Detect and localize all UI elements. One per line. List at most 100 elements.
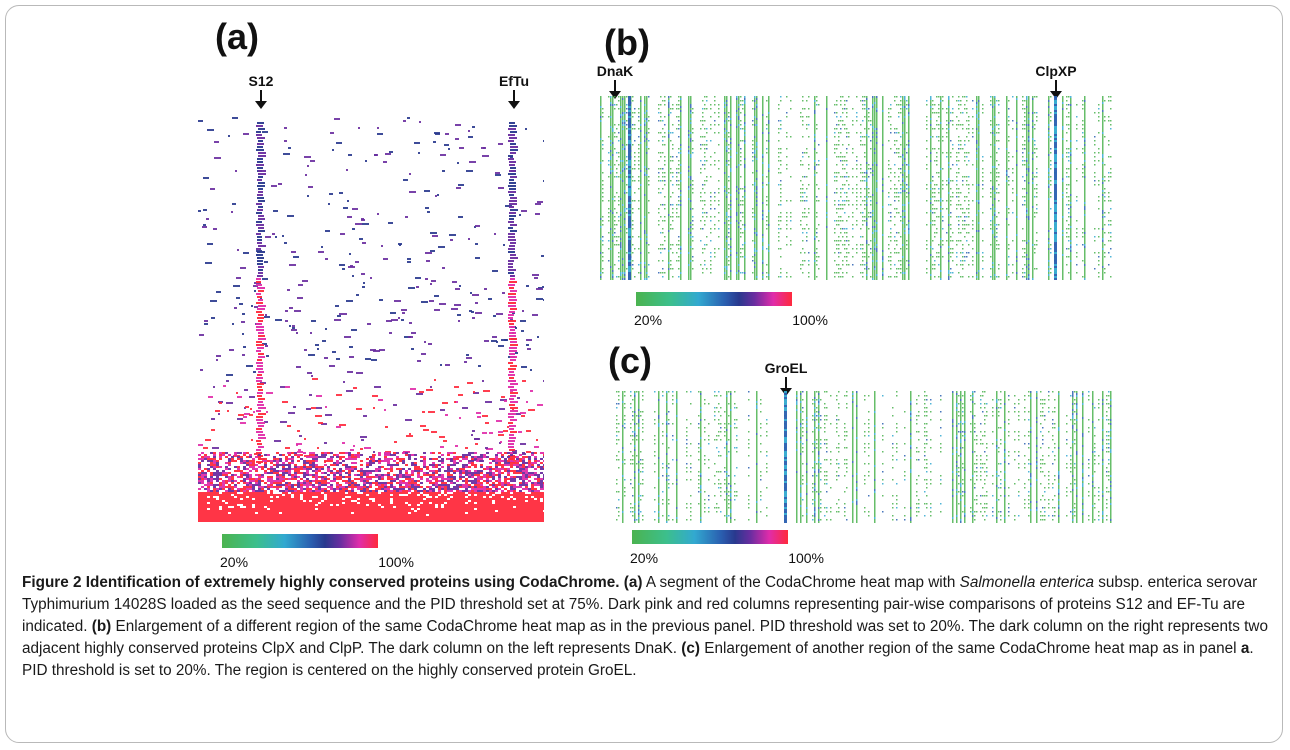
heatmap-cell xyxy=(385,426,388,428)
heatmap-cell xyxy=(624,252,626,254)
heatmap-cell xyxy=(477,474,480,476)
heatmap-cell xyxy=(440,409,445,411)
heatmap-cell xyxy=(318,476,321,478)
heatmap-cell xyxy=(600,120,602,122)
heatmap-cell xyxy=(204,492,207,494)
heatmap-cell xyxy=(348,470,351,472)
heatmap-cell xyxy=(300,458,303,460)
heatmap-cell xyxy=(325,230,330,232)
heatmap-cell xyxy=(321,488,324,490)
heatmap-cell xyxy=(256,203,262,205)
heatmap-cell xyxy=(508,293,516,295)
heatmap-cell xyxy=(270,470,273,472)
heatmap-cell xyxy=(391,319,398,321)
heatmap-cell xyxy=(231,478,234,480)
heatmap-cell xyxy=(312,476,315,478)
heatmap-cell xyxy=(612,214,614,216)
heatmap-cell xyxy=(465,500,468,502)
heatmap-cell xyxy=(258,269,263,271)
heatmap-cell xyxy=(432,478,435,480)
heatmap-cell xyxy=(602,188,604,190)
heatmap-cell xyxy=(416,393,423,395)
heatmap-cell xyxy=(644,172,646,174)
heatmap-cell xyxy=(315,456,318,458)
heatmap-cell xyxy=(267,486,270,488)
heatmap-cell xyxy=(612,256,614,258)
heatmap-cell xyxy=(618,100,620,102)
heatmap-cell xyxy=(612,140,614,142)
heatmap-cell xyxy=(276,486,279,488)
heatmap-cell xyxy=(339,470,342,472)
heatmap-cell xyxy=(261,490,264,492)
heatmap-cell xyxy=(309,484,312,486)
heatmap-cell xyxy=(501,520,504,522)
heatmap-cell xyxy=(480,454,483,456)
heatmap-cell xyxy=(528,472,531,474)
heatmap-cell xyxy=(504,520,507,522)
heatmap-cell xyxy=(483,516,486,518)
heatmap-cell xyxy=(440,154,446,156)
heatmap-cell xyxy=(306,510,309,512)
heatmap-cell xyxy=(222,518,225,520)
heatmap-cell xyxy=(527,348,531,350)
heatmap-cell xyxy=(501,484,504,486)
heatmap-cell xyxy=(620,178,622,180)
heatmap-cell xyxy=(610,278,612,280)
heatmap-cell xyxy=(612,190,614,192)
heatmap-cell xyxy=(243,466,246,468)
heatmap-cell xyxy=(312,466,315,468)
heatmap-cell xyxy=(360,498,363,500)
heatmap-cell xyxy=(285,502,288,504)
heatmap-cell xyxy=(602,236,604,238)
heatmap-cell xyxy=(300,478,303,480)
heatmap-cell xyxy=(624,142,626,144)
heatmap-cell xyxy=(324,442,327,444)
heatmap-cell xyxy=(234,506,237,508)
heatmap-cell xyxy=(201,500,204,502)
heatmap-cell xyxy=(243,492,246,494)
heatmap-cell xyxy=(345,464,348,466)
heatmap-cell xyxy=(254,290,256,292)
heatmap-cell xyxy=(510,152,516,154)
heatmap-cell xyxy=(325,414,332,416)
heatmap-cell xyxy=(634,124,636,126)
heatmap-cell xyxy=(646,130,648,132)
heatmap-cell xyxy=(516,506,519,508)
heatmap-cell xyxy=(622,124,624,126)
heatmap-cell xyxy=(276,508,279,510)
heatmap-cell xyxy=(423,520,426,522)
heatmap-cell xyxy=(274,440,281,442)
heatmap-cell xyxy=(507,456,510,458)
heatmap-cell xyxy=(261,496,264,498)
heatmap-cell xyxy=(339,510,342,512)
heatmap-cell xyxy=(612,182,614,184)
heatmap-cell xyxy=(610,124,612,126)
heatmap-cell xyxy=(332,351,336,353)
heatmap-cell xyxy=(258,320,263,322)
heatmap-cell xyxy=(408,482,411,484)
heatmap-cell xyxy=(285,516,288,518)
heatmap-cell xyxy=(498,474,501,476)
heatmap-cell xyxy=(355,223,362,225)
heatmap-cell xyxy=(417,470,420,472)
heatmap-cell xyxy=(369,484,372,486)
heatmap-cell xyxy=(624,186,626,188)
heatmap-cell xyxy=(525,516,528,518)
heatmap-cell xyxy=(474,520,477,522)
heatmap-cell xyxy=(256,134,262,136)
heatmap-cell xyxy=(447,472,450,474)
heatmap-cell xyxy=(432,496,435,498)
heatmap-cell xyxy=(360,470,363,472)
heatmap-cell xyxy=(537,484,540,486)
heatmap-cell xyxy=(336,500,339,502)
heatmap-cell xyxy=(366,510,369,512)
heatmap-cell xyxy=(216,466,219,468)
heatmap-cell xyxy=(610,270,612,272)
heatmap-cell xyxy=(525,476,528,478)
heatmap-cell xyxy=(336,472,339,474)
heatmap-cell xyxy=(513,492,516,494)
heatmap-cell xyxy=(498,508,501,510)
heatmap-cell xyxy=(405,516,408,518)
heatmap-cell xyxy=(600,266,602,268)
heatmap-cell xyxy=(624,108,626,110)
